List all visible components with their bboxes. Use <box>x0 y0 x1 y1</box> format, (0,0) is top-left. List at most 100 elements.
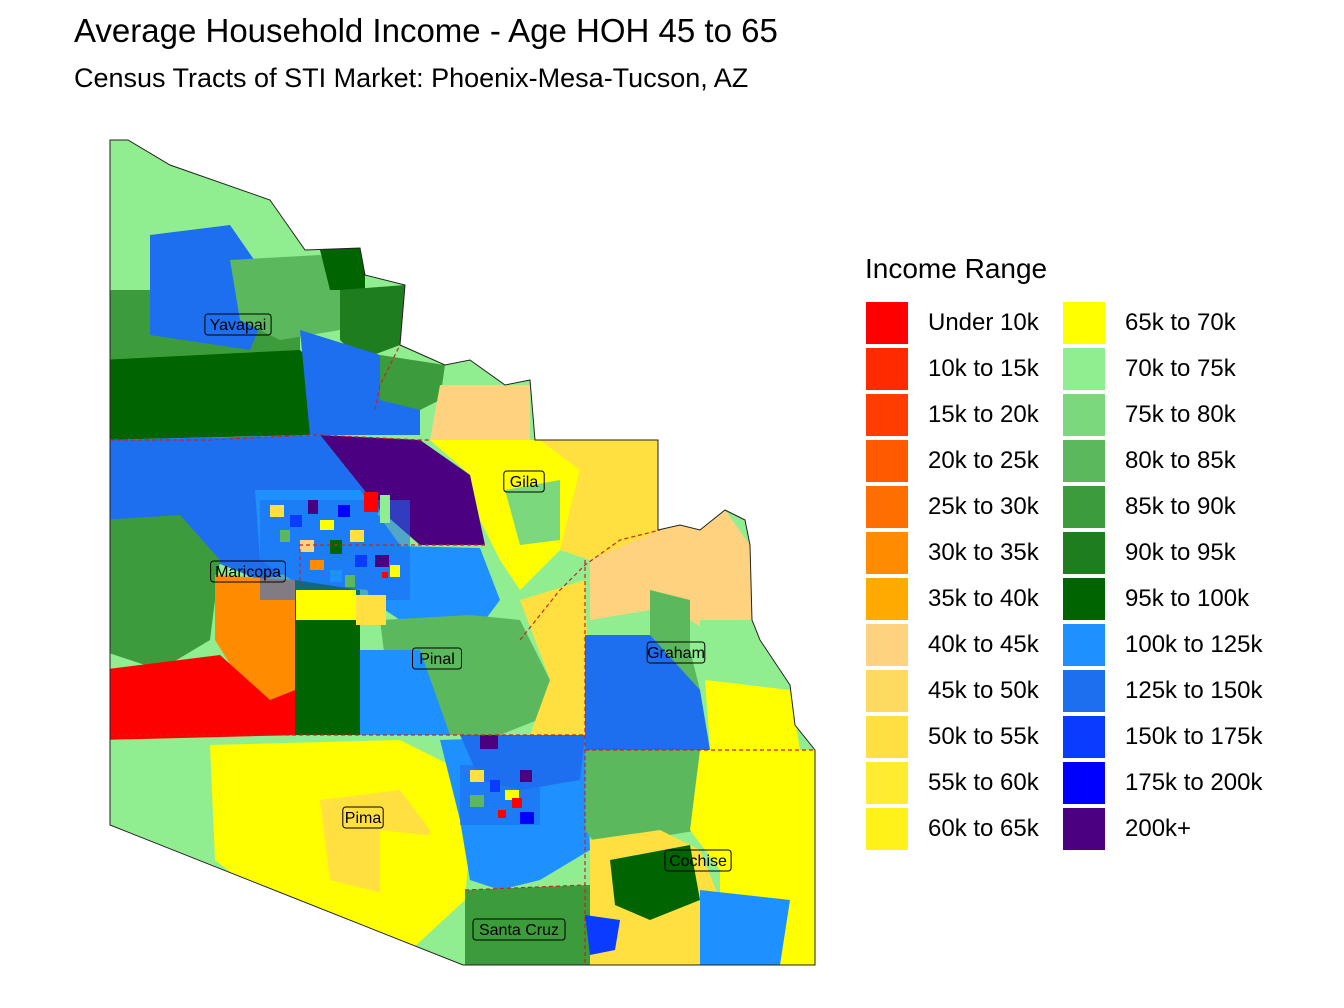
metro-tract-mosaic <box>270 492 400 625</box>
legend-label: 25k to 30k <box>928 493 1039 520</box>
legend-label: 90k to 95k <box>1125 539 1236 566</box>
legend-item: 70k to 75k <box>1063 346 1262 392</box>
legend-item: 30k to 35k <box>866 530 1039 576</box>
county-label: Gila <box>503 470 545 493</box>
legend-item: 45k to 50k <box>866 668 1039 714</box>
svg-text:Pima: Pima <box>345 810 382 827</box>
legend-swatch <box>866 440 908 482</box>
legend-label: 35k to 40k <box>928 585 1039 612</box>
legend-swatch <box>1063 302 1105 344</box>
legend-label: 150k to 175k <box>1125 723 1263 750</box>
legend-label: 95k to 100k <box>1125 585 1250 612</box>
legend-swatch <box>866 302 908 344</box>
county-label: Cochise <box>664 849 732 872</box>
choropleth-map: Yavapai Maricopa Gila Pinal Graham Pima Cochis… <box>109 139 816 966</box>
legend-title: Income Range <box>865 253 1048 284</box>
map-title: Average Household Income - Age HOH 45 to… <box>74 12 778 49</box>
county-label: Yavapai <box>204 313 272 336</box>
legend-swatch <box>1063 670 1105 712</box>
legend-swatch <box>866 808 908 850</box>
legend-item: 175k to 200k <box>1063 760 1262 806</box>
legend-swatch <box>866 624 908 666</box>
legend-item: 125k to 150k <box>1063 668 1262 714</box>
legend-label: Under 10k <box>928 309 1039 336</box>
svg-text:Cochise: Cochise <box>669 853 727 870</box>
legend-item: 80k to 85k <box>1063 438 1262 484</box>
legend-item: 25k to 30k <box>866 484 1039 530</box>
county-label: Maricopa <box>210 560 286 583</box>
legend-label: 60k to 65k <box>928 815 1039 842</box>
legend-item: 150k to 175k <box>1063 714 1262 760</box>
legend-label: 200k+ <box>1125 815 1192 842</box>
county-label: Pinal <box>412 647 462 670</box>
legend-item: 55k to 60k <box>866 760 1039 806</box>
legend-swatch <box>1063 348 1105 390</box>
legend-item: 60k to 65k <box>866 806 1039 852</box>
svg-text:Yavapai: Yavapai <box>210 317 267 334</box>
county-boundaries <box>110 344 815 965</box>
legend-item: Under 10k <box>866 300 1039 346</box>
legend-item: 75k to 80k <box>1063 392 1262 438</box>
legend-label: 45k to 50k <box>928 677 1039 704</box>
legend-swatch <box>866 578 908 620</box>
legend-swatch <box>1063 716 1105 758</box>
legend-item: 15k to 20k <box>866 392 1039 438</box>
legend-label: 70k to 75k <box>1125 355 1236 382</box>
legend-swatch <box>866 762 908 804</box>
legend-label: 15k to 20k <box>928 401 1039 428</box>
legend-item: 90k to 95k <box>1063 530 1262 576</box>
legend-swatch <box>1063 394 1105 436</box>
legend-swatch <box>1063 624 1105 666</box>
legend-label: 75k to 80k <box>1125 401 1236 428</box>
legend-label: 65k to 70k <box>1125 309 1236 336</box>
legend-swatch <box>1063 486 1105 528</box>
legend-item: 200k+ <box>1063 806 1262 852</box>
legend-swatch <box>866 394 908 436</box>
legend-item: 40k to 45k <box>866 622 1039 668</box>
svg-text:Graham: Graham <box>647 645 705 662</box>
legend-item: 20k to 25k <box>866 438 1039 484</box>
map-subtitle: Census Tracts of STI Market: Phoenix-Mes… <box>74 63 749 93</box>
svg-text:Santa Cruz: Santa Cruz <box>479 922 559 939</box>
legend-swatch <box>866 486 908 528</box>
county-labels: Yavapai Maricopa Gila Pinal Graham Pima Cochis… <box>204 313 732 941</box>
legend-swatch <box>1063 532 1105 574</box>
legend-label: 10k to 15k <box>928 355 1039 382</box>
legend-swatch <box>866 532 908 574</box>
legend-swatch <box>1063 440 1105 482</box>
county-label: Pima <box>342 806 384 829</box>
legend-item: 35k to 40k <box>866 576 1039 622</box>
legend-label: 40k to 45k <box>928 631 1039 658</box>
legend-label: 50k to 55k <box>928 723 1039 750</box>
svg-text:Pinal: Pinal <box>419 651 455 668</box>
legend-label: 20k to 25k <box>928 447 1039 474</box>
legend-item: 10k to 15k <box>866 346 1039 392</box>
legend-item: 65k to 70k <box>1063 300 1262 346</box>
tucson-tract-mosaic <box>460 735 540 825</box>
legend-item: 50k to 55k <box>866 714 1039 760</box>
market-outline <box>109 139 816 966</box>
legend-label: 85k to 90k <box>1125 493 1236 520</box>
legend-swatch <box>866 348 908 390</box>
legend-swatch <box>866 716 908 758</box>
legend-label: 175k to 200k <box>1125 769 1263 796</box>
legend-item: 85k to 90k <box>1063 484 1262 530</box>
legend-label: 30k to 35k <box>928 539 1039 566</box>
legend-swatch <box>1063 578 1105 620</box>
legend-label: 100k to 125k <box>1125 631 1263 658</box>
legend-item: 95k to 100k <box>1063 576 1262 622</box>
legend-label: 80k to 85k <box>1125 447 1236 474</box>
svg-text:Maricopa: Maricopa <box>215 564 281 581</box>
tract-layer <box>110 140 815 965</box>
legend-swatch <box>866 670 908 712</box>
svg-text:Gila: Gila <box>510 474 539 491</box>
legend-item: 100k to 125k <box>1063 622 1262 668</box>
legend-swatch <box>1063 762 1105 804</box>
legend-label: 125k to 150k <box>1125 677 1263 704</box>
county-label: Graham <box>646 641 706 664</box>
county-label: Santa Cruz <box>472 918 566 941</box>
legend-label: 55k to 60k <box>928 769 1039 796</box>
legend-column-2: 65k to 70k 70k to 75k 75k to 80k 80k to 85k… <box>1063 300 1262 852</box>
legend-swatch <box>1063 808 1105 850</box>
legend-column-1: Under 10k 10k to 15k 15k to 20k 20k to 25k 2… <box>866 300 1039 852</box>
